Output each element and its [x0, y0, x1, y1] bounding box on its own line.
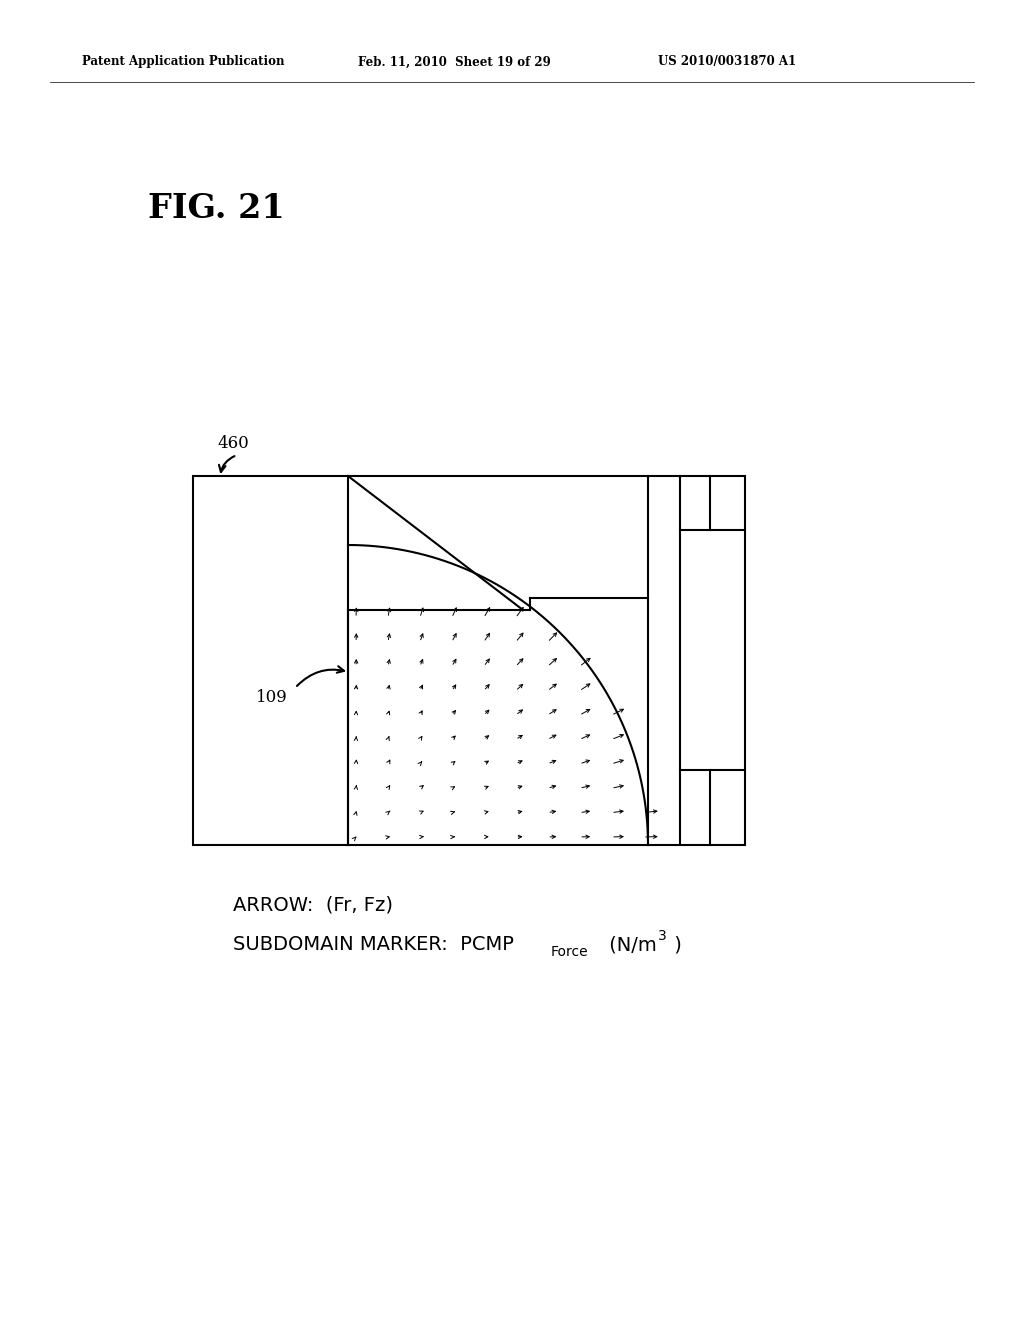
Text: (N/m: (N/m: [603, 936, 656, 954]
Text: FIG. 21: FIG. 21: [148, 191, 285, 224]
Bar: [193, 477, 745, 845]
Text: 3: 3: [658, 929, 667, 942]
Text: US 2010/0031870 A1: US 2010/0031870 A1: [658, 55, 796, 69]
Text: ): ): [668, 936, 682, 954]
Text: Force: Force: [551, 945, 589, 960]
Text: SUBDOMAIN MARKER:  PCMP: SUBDOMAIN MARKER: PCMP: [233, 936, 514, 954]
Text: Patent Application Publication: Patent Application Publication: [82, 55, 285, 69]
Text: 109: 109: [256, 689, 288, 705]
Text: Feb. 11, 2010  Sheet 19 of 29: Feb. 11, 2010 Sheet 19 of 29: [358, 55, 551, 69]
Text: ARROW:  (Fr, Fz): ARROW: (Fr, Fz): [233, 895, 393, 915]
Text: 460: 460: [217, 434, 249, 451]
